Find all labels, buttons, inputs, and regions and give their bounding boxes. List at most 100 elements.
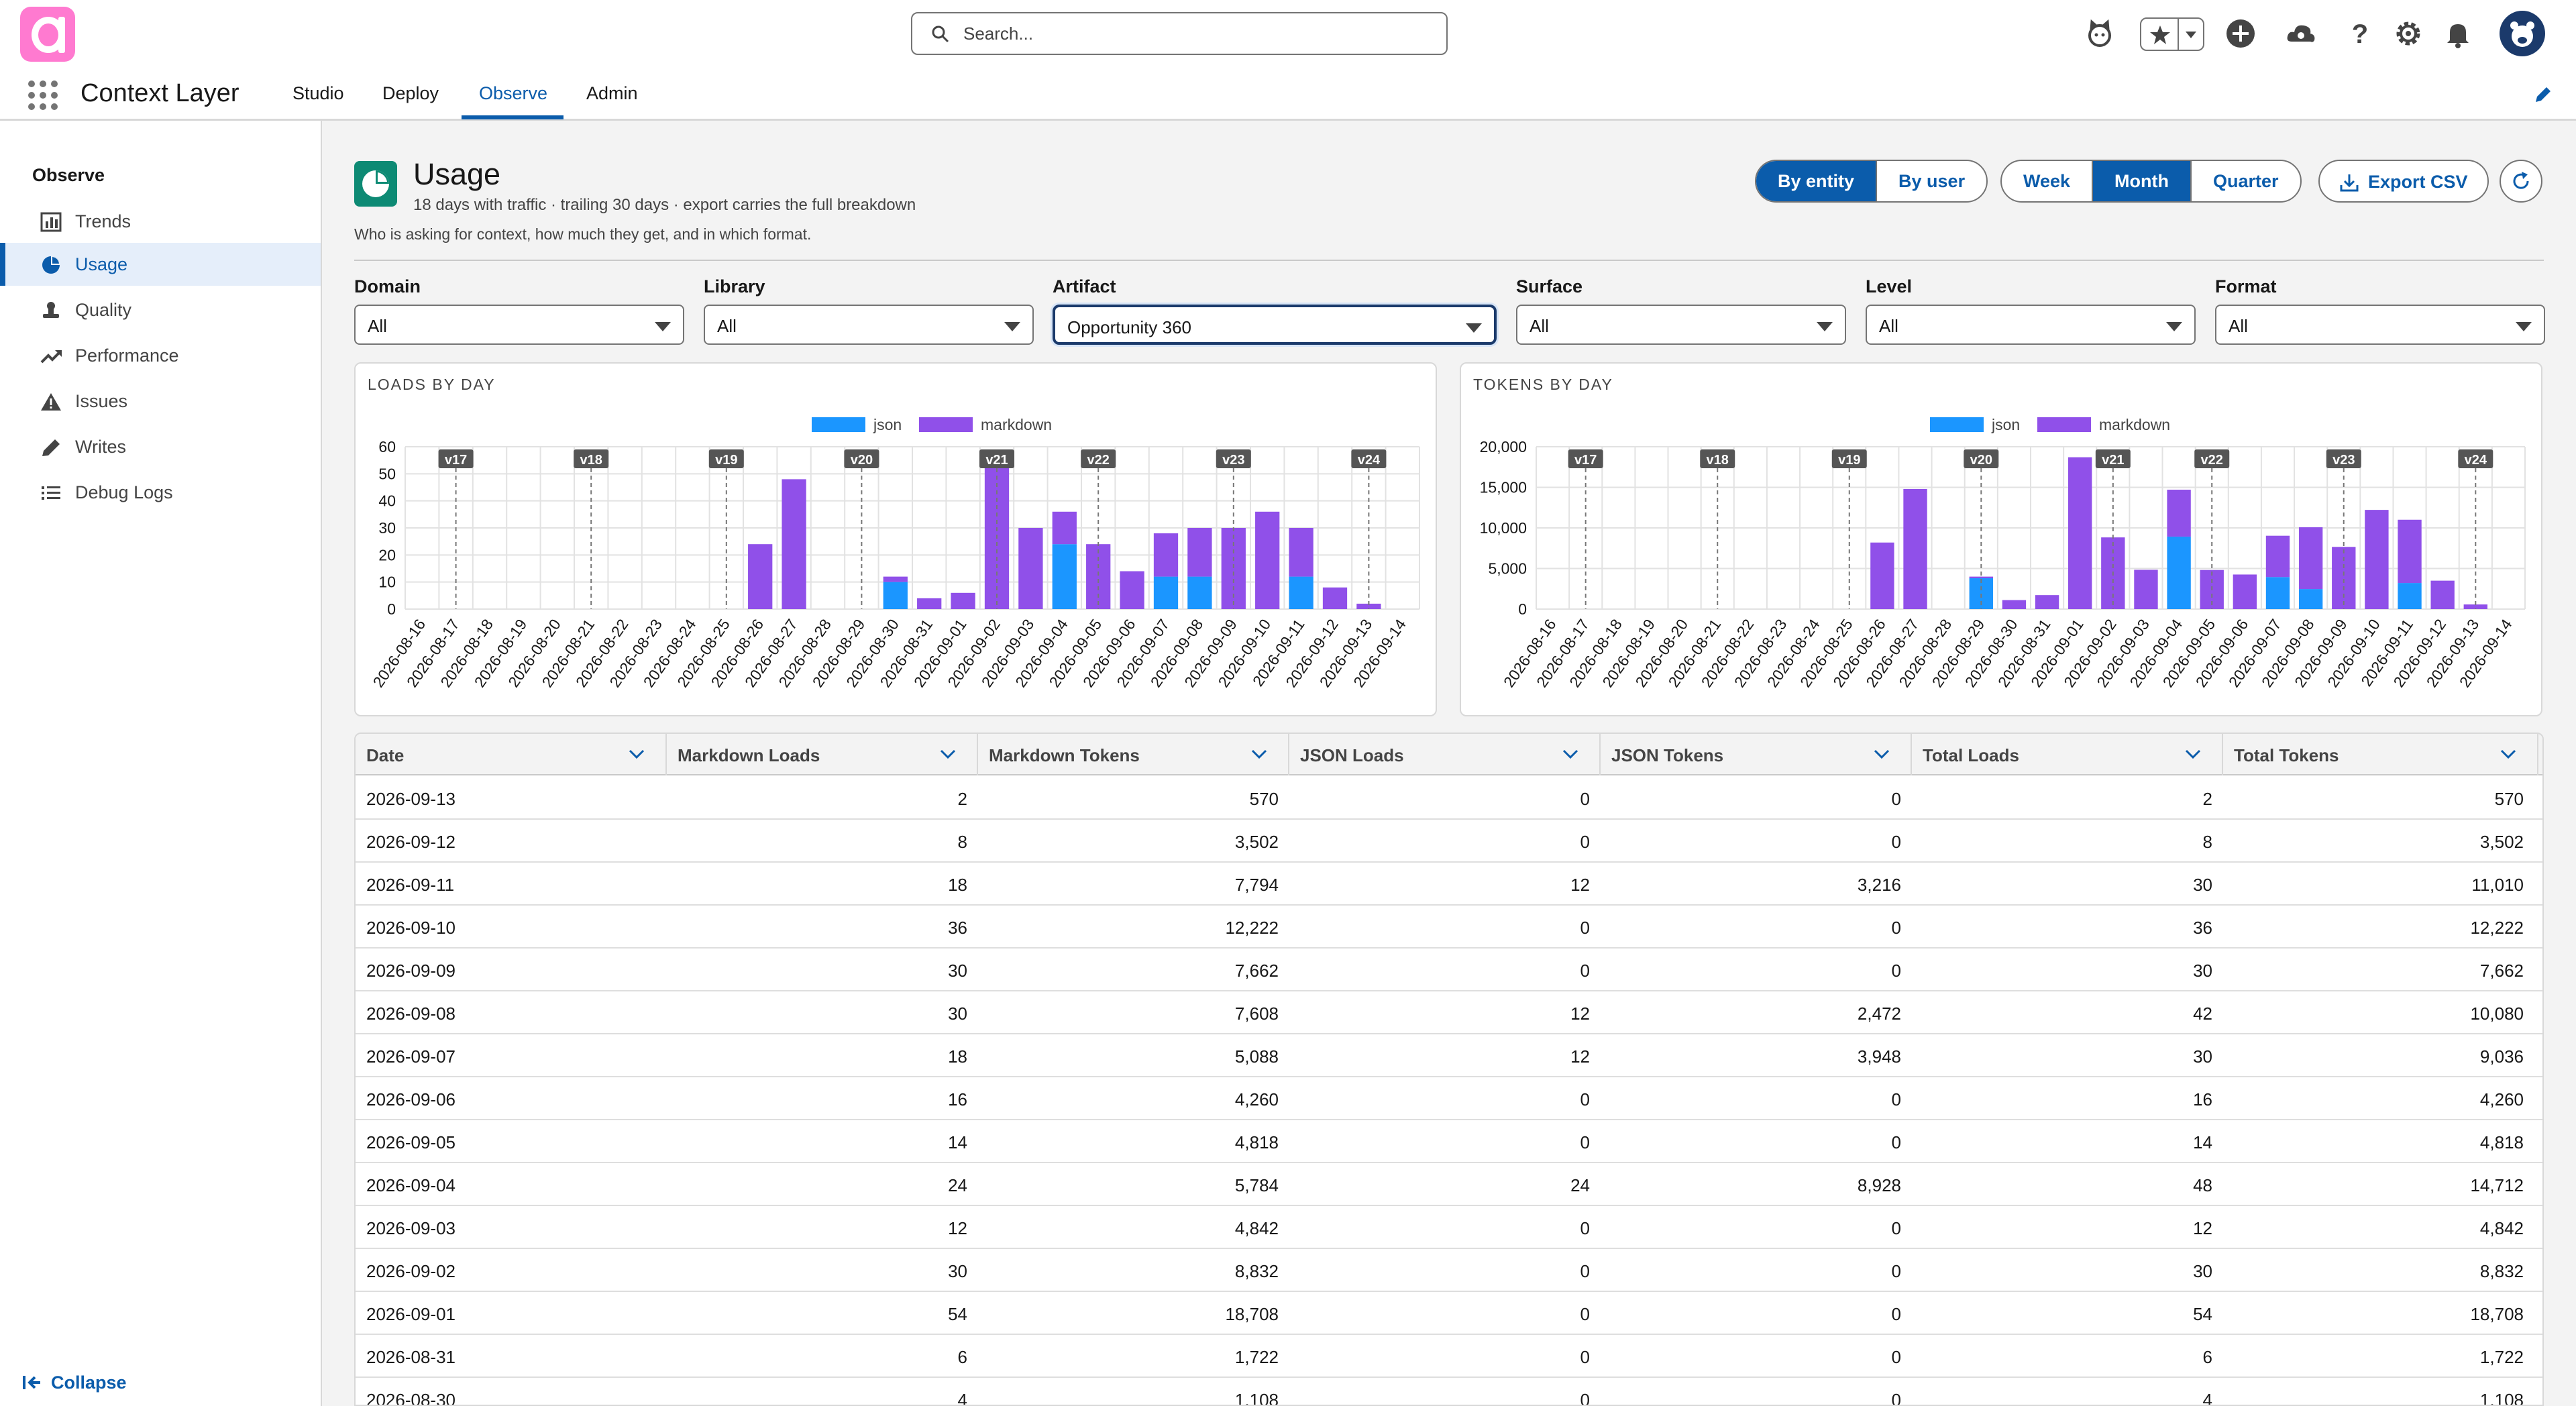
setup-cloud-icon[interactable]: [2284, 16, 2318, 51]
tab-observe[interactable]: Observe: [479, 83, 548, 103]
sidebar-item-trends[interactable]: Trends: [0, 200, 321, 243]
sort-chevron-icon[interactable]: [1873, 747, 1890, 761]
bar-markdown-2026-09-01[interactable]: [951, 592, 975, 609]
tab-deploy[interactable]: Deploy: [382, 83, 439, 103]
edit-pencil-icon[interactable]: [2533, 85, 2553, 105]
sort-chevron-icon[interactable]: [2500, 747, 2517, 761]
bar-json-2026-09-11[interactable]: [1289, 576, 1313, 609]
search-input[interactable]: [962, 17, 1432, 50]
help-icon[interactable]: ?: [2343, 16, 2377, 51]
column-header-json-tokens[interactable]: JSON Tokens: [1601, 734, 1912, 775]
sidebar-item-writes[interactable]: Writes: [0, 425, 321, 468]
bell-icon[interactable]: [2440, 16, 2475, 51]
column-header-total-tokens[interactable]: Total Tokens: [2223, 734, 2538, 775]
table-row: 2026-09-03 12 4,842 0 0 12 4,842: [356, 1206, 2542, 1249]
filter-level-select[interactable]: All: [1866, 305, 2196, 345]
filter-surface-select[interactable]: All: [1516, 305, 1846, 345]
bar-json-2026-09-04[interactable]: [2167, 536, 2191, 609]
bar-markdown-2026-08-26[interactable]: [1870, 542, 1894, 609]
table-cell-markdown-loads: 30: [948, 961, 967, 981]
bar-markdown-2026-09-07[interactable]: [1153, 533, 1179, 577]
refresh-button[interactable]: [2500, 160, 2542, 203]
bar-markdown-2026-09-09[interactable]: [2332, 547, 2356, 609]
sidebar-item-debug-logs[interactable]: Debug Logs: [0, 471, 321, 514]
bar-markdown-2026-09-12[interactable]: [1322, 587, 1348, 609]
column-header-date[interactable]: Date: [356, 734, 667, 775]
bar-markdown-2026-08-27[interactable]: [782, 479, 806, 609]
column-header-markdown-loads[interactable]: Markdown Loads: [667, 734, 978, 775]
bar-json-2026-09-08[interactable]: [2298, 589, 2323, 609]
bar-markdown-2026-09-04[interactable]: [1052, 511, 1077, 545]
sidebar-item-usage[interactable]: Usage: [0, 243, 321, 286]
sort-chevron-icon[interactable]: [2184, 747, 2202, 761]
bar-json-2026-09-11[interactable]: [2398, 583, 2422, 609]
bar-markdown-2026-09-03[interactable]: [2134, 570, 2158, 609]
sidebar-item-issues[interactable]: Issues: [0, 380, 321, 423]
bar-markdown-2026-09-07[interactable]: [2265, 535, 2290, 578]
bar-json-2026-08-30[interactable]: [883, 582, 908, 609]
legend-swatch-markdown: [2037, 417, 2091, 432]
release-marker-badge: [438, 449, 474, 468]
bar-markdown-2026-08-29[interactable]: [1969, 576, 1993, 579]
bar-markdown-2026-08-26[interactable]: [748, 544, 773, 609]
bar-markdown-2026-09-04[interactable]: [2167, 489, 2191, 537]
month-button[interactable]: Month: [2093, 161, 2192, 201]
add-icon[interactable]: [2223, 16, 2258, 51]
bar-markdown-2026-09-13[interactable]: [1356, 603, 1381, 609]
global-search[interactable]: [911, 12, 1448, 55]
bar-markdown-2026-09-05[interactable]: [1086, 544, 1111, 609]
bar-markdown-2026-09-11[interactable]: [2398, 519, 2422, 584]
tab-studio[interactable]: Studio: [292, 83, 344, 103]
bar-markdown-2026-09-08[interactable]: [2298, 527, 2323, 590]
avatar[interactable]: [2500, 11, 2545, 56]
week-button[interactable]: Week: [2002, 161, 2094, 201]
filter-library-select[interactable]: All: [704, 305, 1034, 345]
quarter-button[interactable]: Quarter: [2213, 171, 2279, 191]
filter-artifact-select[interactable]: Opportunity 360: [1053, 305, 1497, 345]
bar-markdown-2026-08-30[interactable]: [2002, 600, 2027, 609]
bar-markdown-2026-08-30[interactable]: [883, 576, 908, 582]
app-logo[interactable]: [20, 7, 75, 62]
sort-chevron-icon[interactable]: [1562, 747, 1579, 761]
y-tick-label: 0: [1518, 600, 1527, 618]
table-cell-json-loads: 0: [1580, 961, 1590, 981]
bar-markdown-2026-09-08[interactable]: [1187, 528, 1212, 577]
bar-json-2026-09-04[interactable]: [1052, 544, 1077, 609]
bar-markdown-2026-08-27[interactable]: [1903, 488, 1927, 609]
bar-markdown-2026-09-12[interactable]: [2430, 580, 2455, 609]
legend-label-json: json: [1991, 416, 2020, 433]
bar-markdown-2026-09-11[interactable]: [1289, 528, 1313, 577]
bar-json-2026-09-08[interactable]: [1187, 576, 1212, 609]
bar-markdown-2026-09-06[interactable]: [1120, 571, 1144, 609]
bar-markdown-2026-09-01[interactable]: [2068, 457, 2092, 609]
app-launcher-icon[interactable]: [28, 80, 58, 110]
column-header-json-loads[interactable]: JSON Loads: [1289, 734, 1601, 775]
bar-markdown-2026-09-10[interactable]: [1255, 511, 1280, 609]
tab-admin[interactable]: Admin: [586, 83, 638, 103]
column-header-total-loads[interactable]: Total Loads: [1912, 734, 2223, 775]
column-header-markdown-tokens[interactable]: Markdown Tokens: [978, 734, 1289, 775]
bar-json-2026-09-07[interactable]: [1153, 576, 1179, 609]
bar-json-2026-09-07[interactable]: [2265, 577, 2290, 609]
filter-domain-select[interactable]: All: [354, 305, 684, 345]
by-entity-button[interactable]: By entity: [1756, 161, 1878, 201]
filter-format-select[interactable]: All: [2215, 305, 2545, 345]
export-csv-button[interactable]: Export CSV: [2318, 160, 2489, 203]
by-user-button[interactable]: By user: [1898, 171, 1966, 191]
favorites-button[interactable]: [2140, 17, 2204, 51]
sort-chevron-icon[interactable]: [1250, 747, 1268, 761]
cat-icon[interactable]: [2082, 16, 2117, 51]
bar-markdown-2026-09-06[interactable]: [2233, 574, 2257, 609]
sidebar-item-performance[interactable]: Performance: [0, 334, 321, 377]
bar-markdown-2026-08-31[interactable]: [2035, 595, 2059, 609]
gear-icon[interactable]: [2391, 16, 2426, 51]
y-tick-label: 10,000: [1480, 519, 1527, 537]
collapse-sidebar-button[interactable]: Collapse: [21, 1372, 127, 1393]
sort-chevron-icon[interactable]: [628, 747, 645, 761]
sidebar-item-quality[interactable]: Quality: [0, 288, 321, 331]
bar-markdown-2026-09-13[interactable]: [2463, 604, 2487, 609]
bar-markdown-2026-08-31[interactable]: [917, 598, 942, 609]
bar-markdown-2026-09-03[interactable]: [1018, 528, 1043, 609]
sort-chevron-icon[interactable]: [939, 747, 957, 761]
bar-markdown-2026-09-10[interactable]: [2365, 510, 2389, 609]
